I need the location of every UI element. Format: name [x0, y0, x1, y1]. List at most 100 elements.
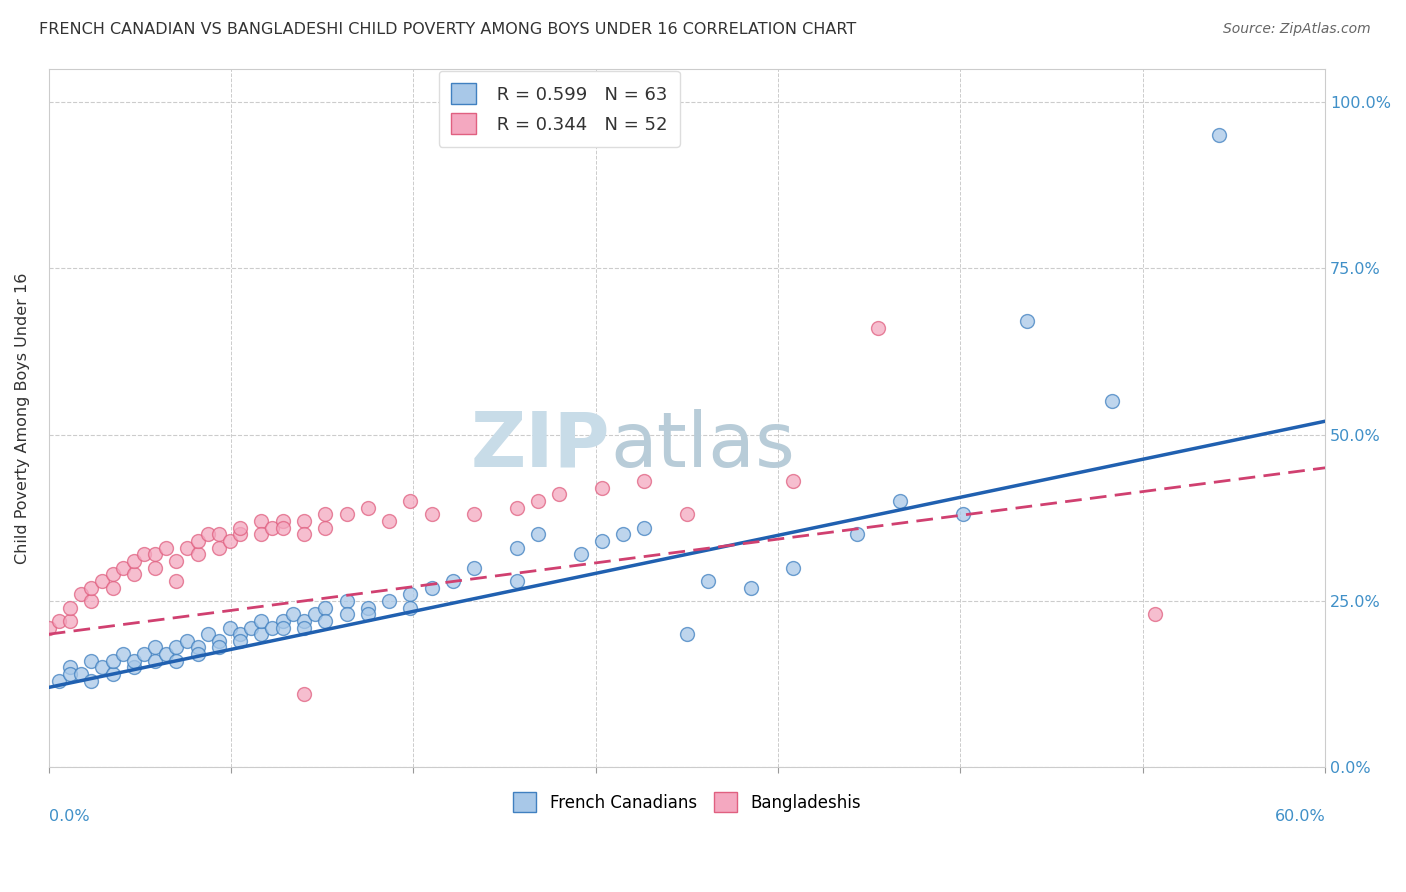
- Point: [59, 614, 82, 628]
- Point: [889, 494, 911, 508]
- Point: [229, 521, 252, 535]
- Point: [399, 587, 422, 601]
- Point: [1101, 394, 1123, 409]
- Point: [250, 514, 273, 528]
- Point: [314, 521, 336, 535]
- Text: atlas: atlas: [610, 409, 796, 483]
- Point: [69, 587, 91, 601]
- Point: [357, 607, 380, 622]
- Point: [399, 494, 422, 508]
- Point: [676, 508, 699, 522]
- Point: [197, 627, 219, 641]
- Point: [335, 607, 357, 622]
- Point: [292, 527, 315, 541]
- Point: [506, 541, 529, 555]
- Point: [229, 527, 252, 541]
- Point: [165, 654, 187, 668]
- Point: [90, 660, 112, 674]
- Point: [69, 667, 91, 681]
- Point: [1017, 314, 1039, 328]
- Point: [101, 581, 124, 595]
- Point: [176, 633, 198, 648]
- Point: [262, 620, 284, 634]
- Point: [143, 560, 166, 574]
- Point: [314, 614, 336, 628]
- Point: [633, 474, 655, 488]
- Point: [357, 600, 380, 615]
- Text: ZIP: ZIP: [471, 409, 610, 483]
- Point: [80, 594, 103, 608]
- Point: [357, 500, 380, 515]
- Point: [165, 554, 187, 568]
- Point: [134, 547, 156, 561]
- Point: [101, 667, 124, 681]
- Point: [112, 560, 135, 574]
- Point: [952, 508, 974, 522]
- Text: 60.0%: 60.0%: [1274, 809, 1324, 824]
- Point: [134, 647, 156, 661]
- Point: [229, 627, 252, 641]
- Point: [122, 567, 145, 582]
- Point: [314, 508, 336, 522]
- Point: [80, 581, 103, 595]
- Point: [740, 581, 762, 595]
- Point: [165, 574, 187, 588]
- Point: [420, 508, 443, 522]
- Point: [101, 567, 124, 582]
- Point: [1208, 128, 1230, 142]
- Point: [527, 527, 550, 541]
- Point: [506, 500, 529, 515]
- Point: [122, 554, 145, 568]
- Point: [463, 560, 485, 574]
- Point: [569, 547, 592, 561]
- Point: [59, 600, 82, 615]
- Y-axis label: Child Poverty Among Boys Under 16: Child Poverty Among Boys Under 16: [15, 272, 30, 564]
- Point: [101, 654, 124, 668]
- Point: [591, 481, 613, 495]
- Point: [314, 600, 336, 615]
- Point: [143, 547, 166, 561]
- Point: [378, 514, 401, 528]
- Point: [527, 494, 550, 508]
- Point: [90, 574, 112, 588]
- Point: [378, 594, 401, 608]
- Point: [304, 607, 326, 622]
- Point: [48, 614, 70, 628]
- Point: [38, 620, 60, 634]
- Point: [187, 640, 209, 655]
- Point: [229, 633, 252, 648]
- Point: [143, 654, 166, 668]
- Point: [399, 600, 422, 615]
- Text: FRENCH CANADIAN VS BANGLADESHI CHILD POVERTY AMONG BOYS UNDER 16 CORRELATION CHA: FRENCH CANADIAN VS BANGLADESHI CHILD POV…: [39, 22, 856, 37]
- Point: [208, 527, 231, 541]
- Point: [292, 614, 315, 628]
- Point: [548, 487, 571, 501]
- Point: [187, 534, 209, 549]
- Point: [335, 508, 357, 522]
- Point: [155, 541, 177, 555]
- Point: [612, 527, 634, 541]
- Point: [143, 640, 166, 655]
- Point: [187, 647, 209, 661]
- Point: [165, 640, 187, 655]
- Point: [250, 627, 273, 641]
- Point: [782, 560, 804, 574]
- Point: [187, 547, 209, 561]
- Point: [122, 654, 145, 668]
- Text: Source: ZipAtlas.com: Source: ZipAtlas.com: [1223, 22, 1371, 37]
- Point: [122, 660, 145, 674]
- Point: [59, 667, 82, 681]
- Point: [218, 620, 240, 634]
- Point: [208, 633, 231, 648]
- Point: [208, 640, 231, 655]
- Point: [591, 534, 613, 549]
- Legend: French Canadians, Bangladeshis: French Canadians, Bangladeshis: [506, 786, 868, 818]
- Point: [80, 654, 103, 668]
- Point: [292, 687, 315, 701]
- Point: [846, 527, 869, 541]
- Point: [271, 521, 294, 535]
- Point: [676, 627, 699, 641]
- Point: [262, 521, 284, 535]
- Point: [868, 321, 890, 335]
- Point: [271, 614, 294, 628]
